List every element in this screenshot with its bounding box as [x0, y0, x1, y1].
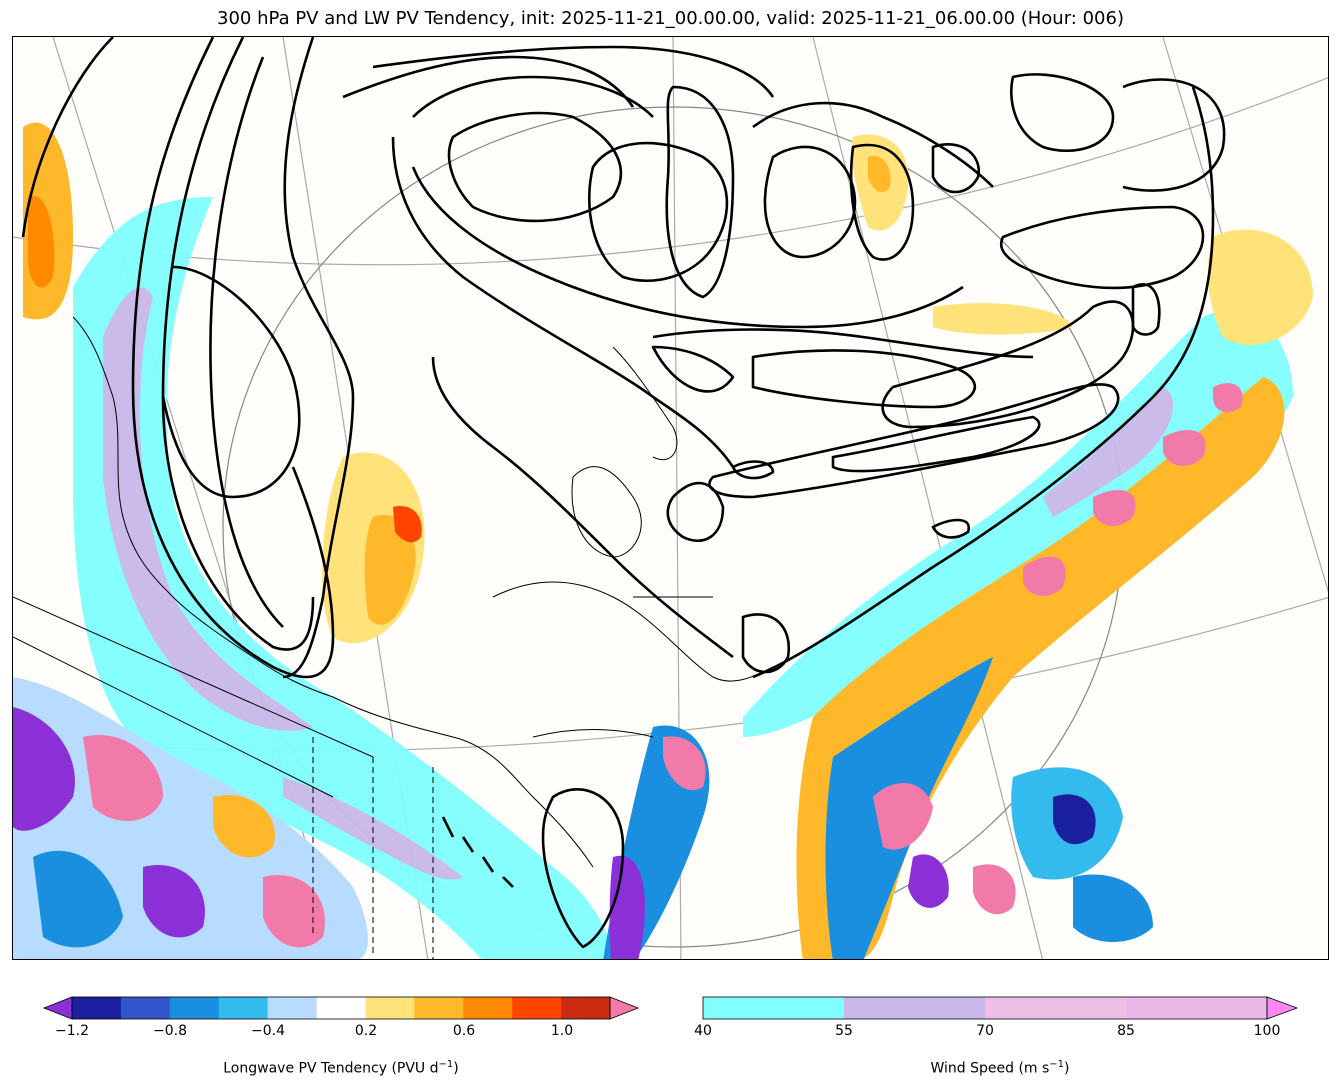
- wind-colorbar-frame: [702, 996, 1268, 1020]
- tendency-color-segment: [414, 997, 464, 1019]
- tendency-color-segment: [72, 997, 122, 1019]
- tendency-color-segment: [463, 997, 513, 1019]
- wind-tick: 85: [1117, 1023, 1135, 1039]
- wind-tick: 55: [835, 1023, 853, 1039]
- wind-extend-high: [1266, 996, 1299, 1020]
- wind-colorbar-label: Wind Speed (m s−1): [930, 1059, 1070, 1077]
- tendency-color-segment: [512, 997, 562, 1019]
- pv-tendency-shading: [13, 122, 1313, 959]
- tendency-tick: 1.0: [550, 1023, 574, 1039]
- coastlines: [13, 316, 774, 959]
- wind-color-segment: [1126, 997, 1268, 1019]
- wind-color-segment: [703, 997, 845, 1019]
- tendency-tick: 0.2: [354, 1023, 378, 1039]
- tendency-color-segment: [316, 997, 366, 1019]
- tendency-tick: 0.6: [452, 1023, 476, 1039]
- map-canvas: [13, 37, 1328, 959]
- tendency-colorbar: −1.2 −0.8 −0.4 0.2 0.6 1.0 Longwave PV T…: [42, 996, 640, 1081]
- tendency-color-segment: [120, 997, 171, 1019]
- tendency-colorbar-frame: [71, 996, 611, 1020]
- wind-tick: 40: [694, 1023, 712, 1039]
- wind-color-segment: [985, 997, 1127, 1019]
- tendency-color-segment: [267, 997, 318, 1019]
- tendency-extend-low: [42, 996, 73, 1020]
- wind-tick: 70: [976, 1023, 994, 1039]
- pv-contours: [21, 37, 1226, 949]
- tendency-tick: −0.4: [251, 1023, 285, 1039]
- wind-colorbar-strip: [702, 996, 1299, 1020]
- tendency-tick: −1.2: [55, 1023, 89, 1039]
- tendency-colorbar-label: Longwave PV Tendency (PVU d−1): [223, 1059, 459, 1077]
- tendency-color-segment: [561, 997, 611, 1019]
- tendency-tick: −0.8: [153, 1023, 187, 1039]
- tendency-color-segment: [218, 997, 269, 1019]
- wind-colorbar: 40 55 70 85 100 Wind Speed (m s−1): [694, 996, 1299, 1081]
- wind-tick: 100: [1253, 1023, 1281, 1039]
- tendency-colorbar-strip: [42, 996, 640, 1020]
- tendency-color-segment: [169, 997, 220, 1019]
- map-title: 300 hPa PV and LW PV Tendency, init: 202…: [217, 8, 1124, 29]
- wind-color-segment: [844, 997, 986, 1019]
- map-panel: [12, 36, 1329, 960]
- tendency-extend-high: [609, 996, 640, 1020]
- tendency-color-segment: [365, 997, 415, 1019]
